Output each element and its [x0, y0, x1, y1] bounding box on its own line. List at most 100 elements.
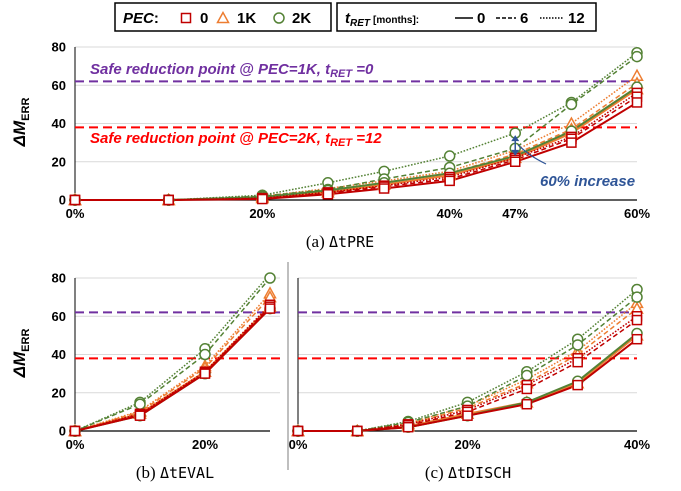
series-line-pec-2k-tret-12	[74, 273, 271, 432]
panel-b-x-ticks: 0% 20%	[66, 437, 219, 452]
panel-a-x-ticks: 0% 20% 40% 47% 60%	[66, 206, 651, 221]
data-point-pec-2k-tret-6	[571, 339, 584, 351]
increase-annotation: 60% increase	[511, 135, 635, 190]
y-tick-label: 40	[52, 347, 66, 362]
data-point-pec-2k-tret-6	[631, 50, 643, 63]
legend-pec-1k-triangle-icon	[216, 10, 230, 24]
y-tick-label: 80	[52, 40, 66, 55]
data-point-pec-0-tret-0	[444, 175, 455, 187]
data-point-pec-0-tret-0	[509, 156, 521, 167]
data-point-pec-2k-tret-6	[134, 398, 146, 410]
y-tick-label: 40	[52, 116, 66, 131]
data-point-pec-2k-tret-6	[521, 369, 533, 382]
series-line-pec-0-tret-0	[74, 307, 271, 432]
panel-a-gridlines	[75, 46, 637, 163]
x-tick-label: 20%	[192, 437, 218, 452]
safe-2k-annotation: Safe reduction point @ PEC=2K, tRET =12	[90, 130, 382, 149]
data-point-pec-0-tret-0	[631, 97, 643, 108]
y-tick-label: 0	[59, 424, 66, 439]
x-tick-label: 20%	[454, 437, 480, 452]
panel-a: 0 20 40 60 80 ΔMERR 0% 20% 40% 47% 60% Safe redu…	[10, 40, 650, 252]
data-point-pec-0-tret-0	[69, 425, 81, 437]
legend-tret-label: tRET [months]:	[345, 10, 419, 29]
data-point-pec-2k-tret-6	[631, 291, 643, 303]
y-tick-label: 0	[59, 193, 66, 208]
x-tick-label: 0%	[66, 437, 85, 452]
data-point-pec-0-tret-0	[521, 398, 533, 410]
legend-tret-12-label: 12	[568, 10, 585, 27]
data-point-pec-0-tret-0	[264, 303, 276, 314]
series-line-pec-1k-tret-6	[74, 296, 271, 432]
legend: PEC: 0 1K 2K tRET [months]: 0 6 12	[114, 2, 597, 32]
data-point-pec-0-tret-0	[69, 194, 81, 206]
panel-a-y-ticks: 0 20 40 60 80	[52, 40, 66, 208]
data-point-pec-2k-tret-12	[443, 150, 456, 162]
legend-triangle-marker	[216, 10, 230, 24]
increase-leader-curve	[517, 144, 547, 165]
panel-c-caption: (c) ΔtDISCH	[425, 463, 511, 482]
panel-a-y-axis-label: ΔMERR	[10, 98, 32, 148]
panel-b-caption: (b) ΔtEVAL	[136, 463, 214, 482]
legend-tret-0-label: 0	[477, 10, 485, 27]
legend-tret-box	[336, 2, 597, 32]
data-point-pec-0-tret-0	[566, 137, 577, 148]
data-point-pec-0-tret-0	[257, 193, 268, 205]
data-point-pec-0-tret-0	[322, 189, 334, 200]
data-point-pec-0-tret-0	[163, 194, 174, 206]
data-point-pec-2k-tret-6	[565, 98, 578, 111]
panel-c-x-ticks: 0% 20% 40%	[289, 437, 651, 452]
x-tick-label: 40%	[624, 437, 650, 452]
data-point-pec-0-tret-0	[292, 425, 304, 437]
y-tick-label: 80	[52, 271, 66, 286]
data-point-pec-2k-tret-6	[199, 348, 211, 361]
data-point-pec-0-tret-0	[352, 425, 363, 437]
legend-pec-2k-circle-icon	[273, 12, 285, 24]
data-point-pec-0-tret-0	[378, 183, 390, 194]
x-tick-label: 60%	[624, 206, 650, 221]
panel-a-caption: (a) ΔtPRE	[306, 232, 374, 251]
data-point-pec-2k-tret-6	[264, 272, 276, 284]
panel-b-y-axis-label: ΔMERR	[10, 329, 32, 379]
safe-1k-annotation: Safe reduction point @ PEC=1K, tRET =0	[90, 61, 374, 80]
x-tick-label: 20%	[249, 206, 275, 221]
data-point-pec-0-tret-0	[134, 410, 146, 421]
legend-pec-1k-label: 1K	[237, 10, 256, 27]
increase-arrowhead-down	[511, 149, 520, 156]
data-point-pec-0-tret-0	[402, 421, 414, 433]
panel-b: 0 20 40 60 80 ΔMERR 0% 20% (b) ΔtEVAL	[10, 271, 280, 482]
series-line-pec-1k-tret-12	[74, 292, 271, 432]
x-tick-label: 40%	[437, 206, 463, 221]
legend-tret-6-label: 6	[520, 10, 528, 27]
series-line-pec-0-tret-6	[74, 306, 271, 432]
x-tick-label: 47%	[502, 206, 528, 221]
legend-circle-marker	[273, 12, 285, 24]
data-point-pec-0-tret-6	[631, 314, 643, 326]
data-point-pec-0-tret-0	[572, 379, 583, 391]
increase-annotation-label: 60% increase	[540, 173, 635, 190]
panel-b-y-ticks: 0 20 40 60 80	[52, 271, 66, 439]
panel-c-series	[291, 283, 644, 437]
panel-c: 0% 20% 40% (c) ΔtDISCH	[289, 277, 651, 482]
panel-a-series	[68, 46, 644, 206]
y-tick-label: 20	[52, 385, 66, 400]
legend-pec-0-label: 0	[200, 10, 208, 27]
data-point-pec-0-tret-0	[199, 368, 211, 379]
panel-b-gridlines	[75, 277, 280, 394]
series-line-pec-0-tret-12	[74, 304, 271, 432]
panel-b-series	[68, 272, 277, 437]
data-point-pec-0-tret-6	[521, 383, 533, 395]
y-tick-label: 60	[52, 309, 66, 324]
x-tick-label: 0%	[289, 437, 308, 452]
data-point-pec-0-tret-6	[572, 356, 583, 368]
increase-arrowhead-up	[511, 135, 520, 142]
legend-pec-2k-label: 2K	[292, 10, 311, 27]
data-point-pec-0-tret-0	[462, 410, 473, 421]
y-tick-label: 20	[52, 154, 66, 169]
legend-square-marker	[180, 12, 192, 24]
data-point-pec-0-tret-0	[631, 333, 643, 345]
x-tick-label: 0%	[66, 206, 85, 221]
y-tick-label: 60	[52, 78, 66, 93]
series-line-pec-2k-tret-6	[74, 277, 271, 432]
legend-pec-0-square-icon	[180, 12, 192, 24]
